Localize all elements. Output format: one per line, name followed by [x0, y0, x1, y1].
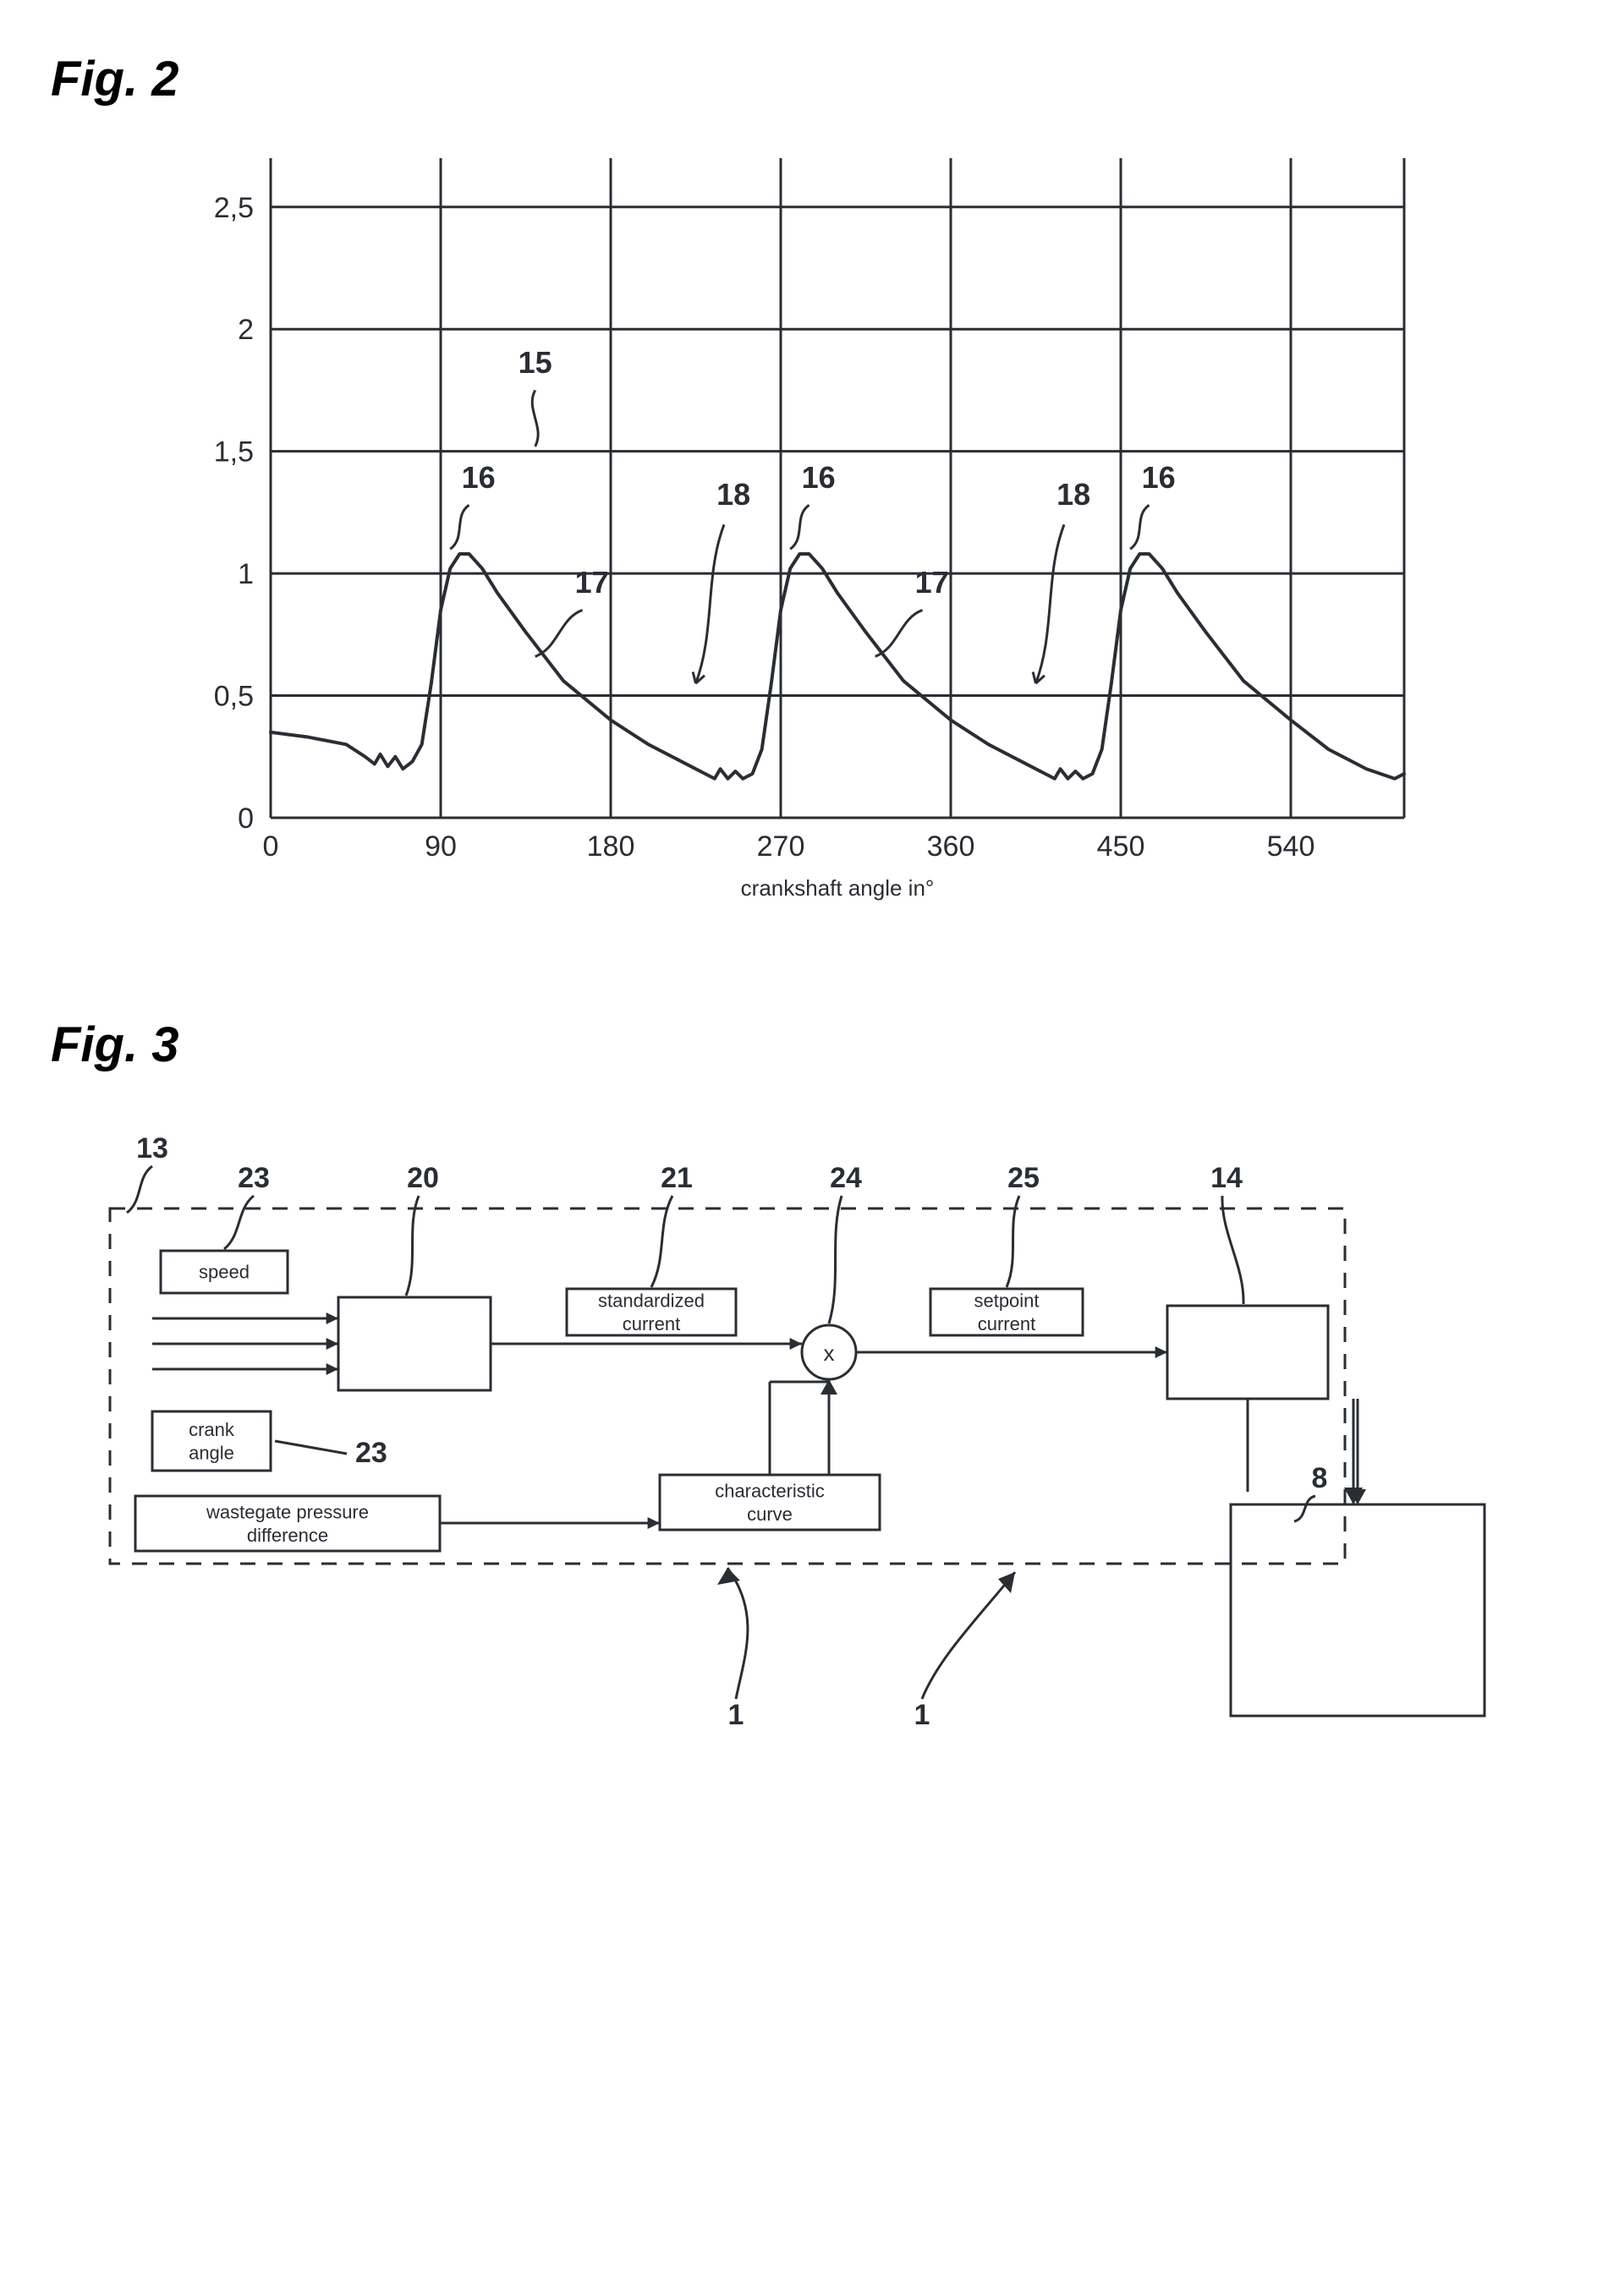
svg-text:23: 23	[355, 1437, 387, 1469]
svg-text:17: 17	[575, 565, 609, 600]
svg-text:450: 450	[1097, 830, 1145, 863]
svg-text:2,5: 2,5	[214, 192, 254, 224]
svg-text:18: 18	[1056, 477, 1090, 512]
figure-3: Fig. 3 speed crankangle wastegate pressure…	[51, 1016, 1568, 1796]
svg-text:crankshaft angle in°: crankshaft angle in°	[741, 875, 935, 901]
svg-text:0: 0	[238, 803, 254, 835]
svg-text:standardized: standardized	[598, 1290, 705, 1311]
svg-text:setpoint: setpoint	[974, 1290, 1039, 1311]
svg-text:180: 180	[587, 830, 635, 863]
fig2-chart: 0 0,5 1 1,5 2 2,5 0 90 180 270 360 450 540 crankshaft…	[169, 133, 1568, 915]
svg-text:0,5: 0,5	[214, 681, 254, 713]
svg-text:16: 16	[802, 460, 836, 495]
box-char-curve: characteristic curve	[660, 1475, 880, 1530]
svg-text:14: 14	[1210, 1162, 1243, 1194]
svg-text:0: 0	[263, 830, 279, 863]
svg-text:angle: angle	[189, 1442, 234, 1463]
svg-text:270: 270	[757, 830, 805, 863]
box-14	[1167, 1306, 1328, 1399]
svg-text:difference: difference	[247, 1525, 328, 1546]
svg-text:1: 1	[914, 1699, 930, 1731]
svg-text:90: 90	[425, 830, 457, 863]
svg-text:characteristic: characteristic	[715, 1480, 825, 1501]
svg-text:speed: speed	[199, 1262, 250, 1283]
svg-text:360: 360	[927, 830, 975, 863]
svg-text:20: 20	[407, 1162, 439, 1194]
box-wastegate: wastegate pressure difference	[135, 1496, 440, 1551]
svg-text:x: x	[824, 1340, 835, 1366]
svg-text:8: 8	[1312, 1462, 1328, 1494]
svg-text:17: 17	[915, 565, 949, 600]
svg-text:1: 1	[238, 558, 254, 590]
fig2-svg: 0 0,5 1 1,5 2 2,5 0 90 180 270 360 450 540 crankshaft…	[169, 133, 1438, 911]
svg-text:21: 21	[661, 1162, 693, 1194]
svg-text:1: 1	[728, 1699, 744, 1731]
box-speed: speed	[161, 1251, 288, 1293]
svg-text:curve: curve	[747, 1504, 793, 1525]
svg-text:25: 25	[1007, 1162, 1040, 1194]
svg-text:wastegate pressure: wastegate pressure	[206, 1501, 369, 1522]
fig3-diagram: speed crankangle wastegate pressure differe…	[85, 1099, 1568, 1796]
svg-text:13: 13	[136, 1132, 168, 1164]
fig2-title: Fig. 2	[51, 51, 1568, 107]
svg-text:current: current	[623, 1313, 680, 1334]
svg-text:1,5: 1,5	[214, 436, 254, 469]
svg-text:15: 15	[519, 345, 552, 380]
svg-text:18: 18	[716, 477, 750, 512]
svg-text:crank: crank	[189, 1419, 235, 1440]
fig3-title: Fig. 3	[51, 1016, 1568, 1073]
box-std-current: standardizedcurrent	[567, 1289, 736, 1335]
figure-2: Fig. 2 0 0,5 1 1,5 2 2,5 0 90 180 270 360 450 540 cra…	[51, 51, 1568, 915]
svg-text:2: 2	[238, 314, 254, 346]
box-crank-angle: crankangle	[152, 1411, 271, 1471]
fig3-svg: speed crankangle wastegate pressure differe…	[85, 1099, 1573, 1792]
svg-text:current: current	[978, 1313, 1035, 1334]
svg-text:16: 16	[1142, 460, 1176, 495]
svg-text:24: 24	[830, 1162, 862, 1194]
svg-text:540: 540	[1267, 830, 1315, 863]
box-20	[338, 1297, 491, 1390]
box-8	[1231, 1504, 1485, 1716]
svg-text:23: 23	[238, 1162, 270, 1194]
svg-text:16: 16	[462, 460, 496, 495]
box-setpoint: setpointcurrent	[930, 1289, 1083, 1335]
